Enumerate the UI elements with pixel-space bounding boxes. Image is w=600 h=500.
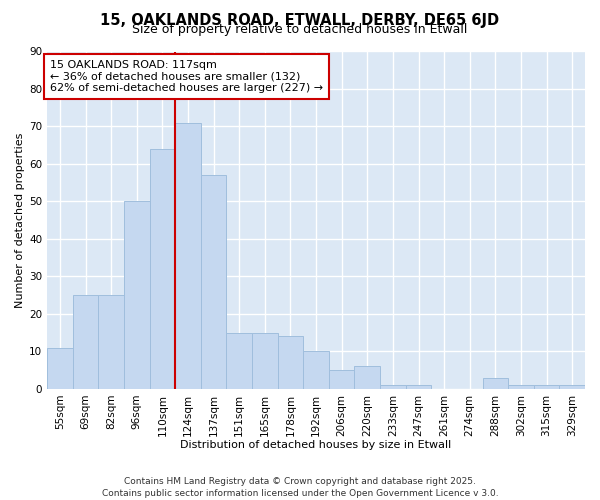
Bar <box>303 352 329 389</box>
Bar <box>482 378 508 389</box>
Text: Contains HM Land Registry data © Crown copyright and database right 2025.
Contai: Contains HM Land Registry data © Crown c… <box>101 476 499 498</box>
Bar <box>278 336 303 389</box>
Text: Size of property relative to detached houses in Etwall: Size of property relative to detached ho… <box>133 24 467 36</box>
Bar <box>175 122 201 389</box>
Bar <box>47 348 73 389</box>
Bar <box>329 370 355 389</box>
Y-axis label: Number of detached properties: Number of detached properties <box>15 132 25 308</box>
Bar <box>534 385 559 389</box>
Text: 15, OAKLANDS ROAD, ETWALL, DERBY, DE65 6JD: 15, OAKLANDS ROAD, ETWALL, DERBY, DE65 6… <box>100 12 500 28</box>
Text: 15 OAKLANDS ROAD: 117sqm
← 36% of detached houses are smaller (132)
62% of semi-: 15 OAKLANDS ROAD: 117sqm ← 36% of detach… <box>50 60 323 93</box>
Bar <box>124 202 149 389</box>
Bar <box>380 385 406 389</box>
Bar <box>406 385 431 389</box>
Bar <box>559 385 585 389</box>
Bar <box>226 332 252 389</box>
Bar <box>508 385 534 389</box>
X-axis label: Distribution of detached houses by size in Etwall: Distribution of detached houses by size … <box>181 440 452 450</box>
Bar <box>98 295 124 389</box>
Bar <box>201 175 226 389</box>
Bar <box>73 295 98 389</box>
Bar <box>252 332 278 389</box>
Bar <box>355 366 380 389</box>
Bar <box>149 149 175 389</box>
